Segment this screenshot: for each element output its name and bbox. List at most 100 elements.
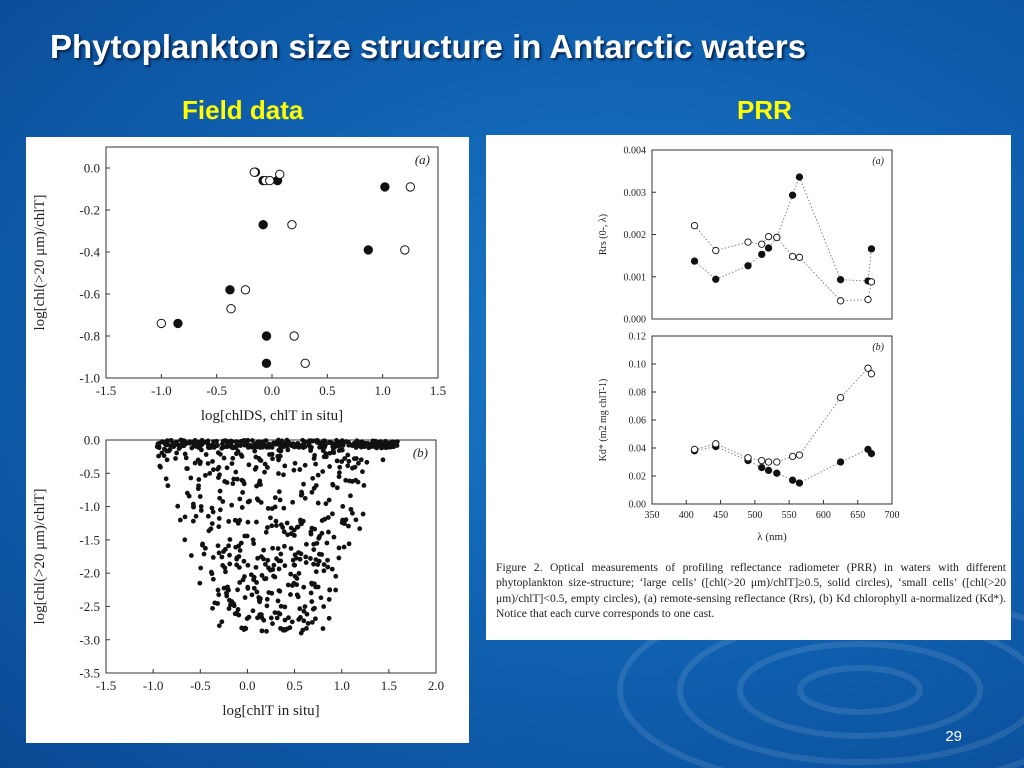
cast-point — [313, 569, 319, 575]
y-tick-label: 0.12 — [629, 332, 647, 343]
cast-point — [175, 503, 181, 509]
cast-point — [262, 469, 267, 475]
cast-point — [237, 548, 243, 553]
large-cells-point — [764, 466, 773, 475]
cast-point — [234, 562, 240, 568]
cast-point — [209, 505, 215, 511]
cast-point — [330, 448, 336, 453]
small-cells-point — [156, 318, 167, 329]
y-tick-label: 0.001 — [624, 272, 647, 283]
x-tick-label: 650 — [850, 510, 865, 521]
cast-point — [224, 480, 230, 485]
cast-point — [173, 456, 178, 461]
cast-point — [296, 571, 302, 576]
y-tick-label: 0.06 — [629, 416, 647, 427]
cast-point — [271, 562, 277, 568]
chart-prr-b: 0.00 0.02 0.04 0.06 0.08 0.10 0.12 350 400 450 500… — [598, 332, 900, 544]
cast-point — [288, 525, 294, 531]
cast-point — [317, 444, 322, 450]
cast-point — [334, 485, 340, 491]
cast-point — [185, 466, 190, 471]
cast-point — [345, 452, 351, 458]
cast-point — [341, 544, 347, 550]
y-tick-label: -2.5 — [79, 599, 100, 614]
cast-point — [156, 453, 162, 459]
cast-point — [295, 594, 301, 600]
cast-point — [277, 497, 283, 503]
cast-point — [251, 574, 257, 580]
large-cells-point — [225, 285, 235, 295]
cast-point — [208, 443, 213, 449]
cast-point — [216, 516, 222, 521]
cast-point — [200, 541, 205, 547]
cast-point — [265, 557, 271, 563]
cast-point — [265, 525, 270, 530]
y-tick-label: 0.02 — [629, 472, 647, 483]
cast-point — [336, 470, 342, 476]
cast-point — [299, 521, 304, 527]
cast-point — [308, 590, 314, 596]
cast-point — [227, 537, 233, 542]
cast-point — [316, 558, 322, 564]
cast-point — [203, 452, 209, 457]
cast-point — [259, 628, 265, 634]
cast-point — [339, 447, 345, 453]
small-cells-point — [400, 245, 410, 255]
cast-point — [270, 456, 275, 462]
cast-point — [273, 518, 279, 524]
cast-point — [265, 505, 271, 511]
cast-point — [241, 627, 247, 632]
cast-point — [246, 462, 252, 468]
cast-point — [394, 443, 400, 448]
cast-point — [217, 495, 223, 501]
plot-frame — [651, 335, 893, 505]
cast-point — [291, 533, 297, 538]
cast-point — [205, 513, 211, 519]
cast-point — [182, 451, 188, 457]
y-axis-label: log[chl(>20 μm)/chlT] — [32, 488, 48, 624]
cast-point — [305, 621, 311, 626]
cast-point — [290, 499, 296, 505]
chart-prr-a: 0.000 0.001 0.002 0.003 0.004 (a) Rrs (0-, λ) — [598, 146, 893, 326]
cast-point — [298, 492, 304, 498]
cast-point — [302, 495, 308, 501]
x-tick-label: 1.0 — [375, 383, 391, 398]
cast-point — [340, 442, 346, 448]
cast-point — [295, 524, 301, 530]
cast-point — [309, 599, 315, 604]
cast-point — [224, 593, 230, 599]
cast-point — [229, 461, 235, 467]
cast-point — [253, 464, 259, 470]
large-cells-point — [712, 275, 720, 283]
cast-point — [253, 564, 259, 570]
cast-point — [357, 526, 363, 532]
cast-point — [232, 517, 238, 523]
cast-point — [277, 442, 283, 448]
cast-point — [182, 442, 188, 447]
figure-caption: Figure 2. Optical measurements of profil… — [496, 561, 1006, 620]
small-cells-point — [758, 456, 766, 465]
cast-point — [233, 544, 239, 550]
large-cells-line — [694, 175, 872, 282]
cast-point — [330, 511, 335, 517]
small-cells-point — [289, 331, 299, 341]
large-cells-point — [758, 250, 766, 259]
cast-point — [165, 442, 171, 448]
cast-point — [221, 455, 227, 461]
cast-point — [219, 619, 225, 625]
field-data-charts: 0.0-0.2-0.4-0.6-0.8-1.0-1.5 -1.0 -0.5 0.0 0.… — [32, 146, 446, 719]
large-cells-point — [744, 262, 752, 270]
cast-point — [346, 458, 352, 464]
large-cells-point — [258, 220, 268, 230]
cast-point — [158, 464, 163, 470]
cast-point — [203, 439, 209, 445]
cast-point — [197, 459, 203, 465]
y-tick-label: -1.0 — [79, 499, 100, 514]
cast-point — [228, 602, 233, 608]
cast-point — [302, 604, 308, 610]
cast-point — [167, 447, 173, 453]
cast-point — [304, 541, 309, 547]
cast-point — [352, 464, 358, 470]
cast-point — [162, 446, 167, 452]
large-cells-point — [690, 257, 699, 265]
